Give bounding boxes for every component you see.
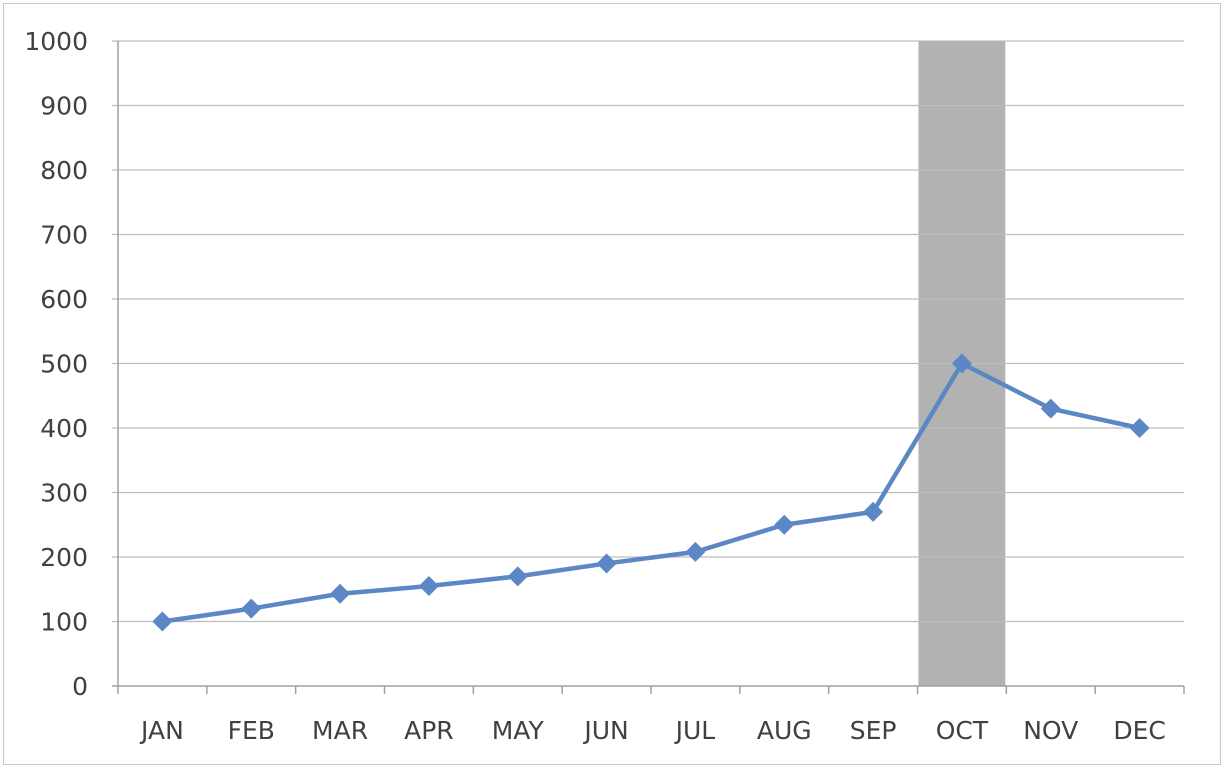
data-point-may [507, 566, 528, 587]
x-tick-label: JUL [674, 716, 716, 745]
y-tick-label: 900 [40, 92, 88, 121]
data-point-dec [1129, 418, 1150, 438]
x-tick-label: NOV [1023, 716, 1078, 745]
x-tick-label: MAR [312, 716, 368, 745]
x-tick-label: APR [404, 716, 454, 745]
data-point-oct [951, 353, 972, 374]
x-tick-label: OCT [936, 716, 989, 745]
y-tick-label: 500 [40, 350, 88, 379]
y-tick-label: 0 [72, 672, 88, 701]
data-point-aug [774, 514, 795, 535]
data-point-feb [241, 598, 262, 619]
y-tick-label: 800 [40, 156, 88, 185]
y-tick-label: 200 [40, 543, 88, 572]
x-tick-label: MAY [492, 716, 545, 745]
x-tick-label: AUG [757, 716, 812, 745]
y-tick-label: 600 [40, 285, 88, 314]
data-point-mar [330, 583, 351, 604]
y-tick-label: 1000 [24, 27, 88, 56]
data-point-jun [596, 553, 617, 574]
data-point-apr [418, 576, 439, 597]
y-tick-label: 700 [40, 221, 88, 250]
data-point-sep [863, 501, 884, 522]
y-tick-label: 300 [40, 479, 88, 508]
data-point-nov [1040, 398, 1061, 419]
y-tick-label: 400 [40, 414, 88, 443]
chart-frame [3, 3, 1221, 765]
data-point-jul [685, 541, 706, 562]
data-point-jan [152, 611, 173, 632]
x-tick-label: SEP [850, 716, 897, 745]
series-line [162, 361, 1141, 624]
x-tick-label: JUN [582, 716, 628, 745]
x-tick-label: JAN [139, 716, 184, 745]
x-tick-label: FEB [228, 716, 275, 745]
x-tick-label: DEC [1113, 716, 1166, 745]
y-tick-label: 100 [40, 608, 88, 637]
